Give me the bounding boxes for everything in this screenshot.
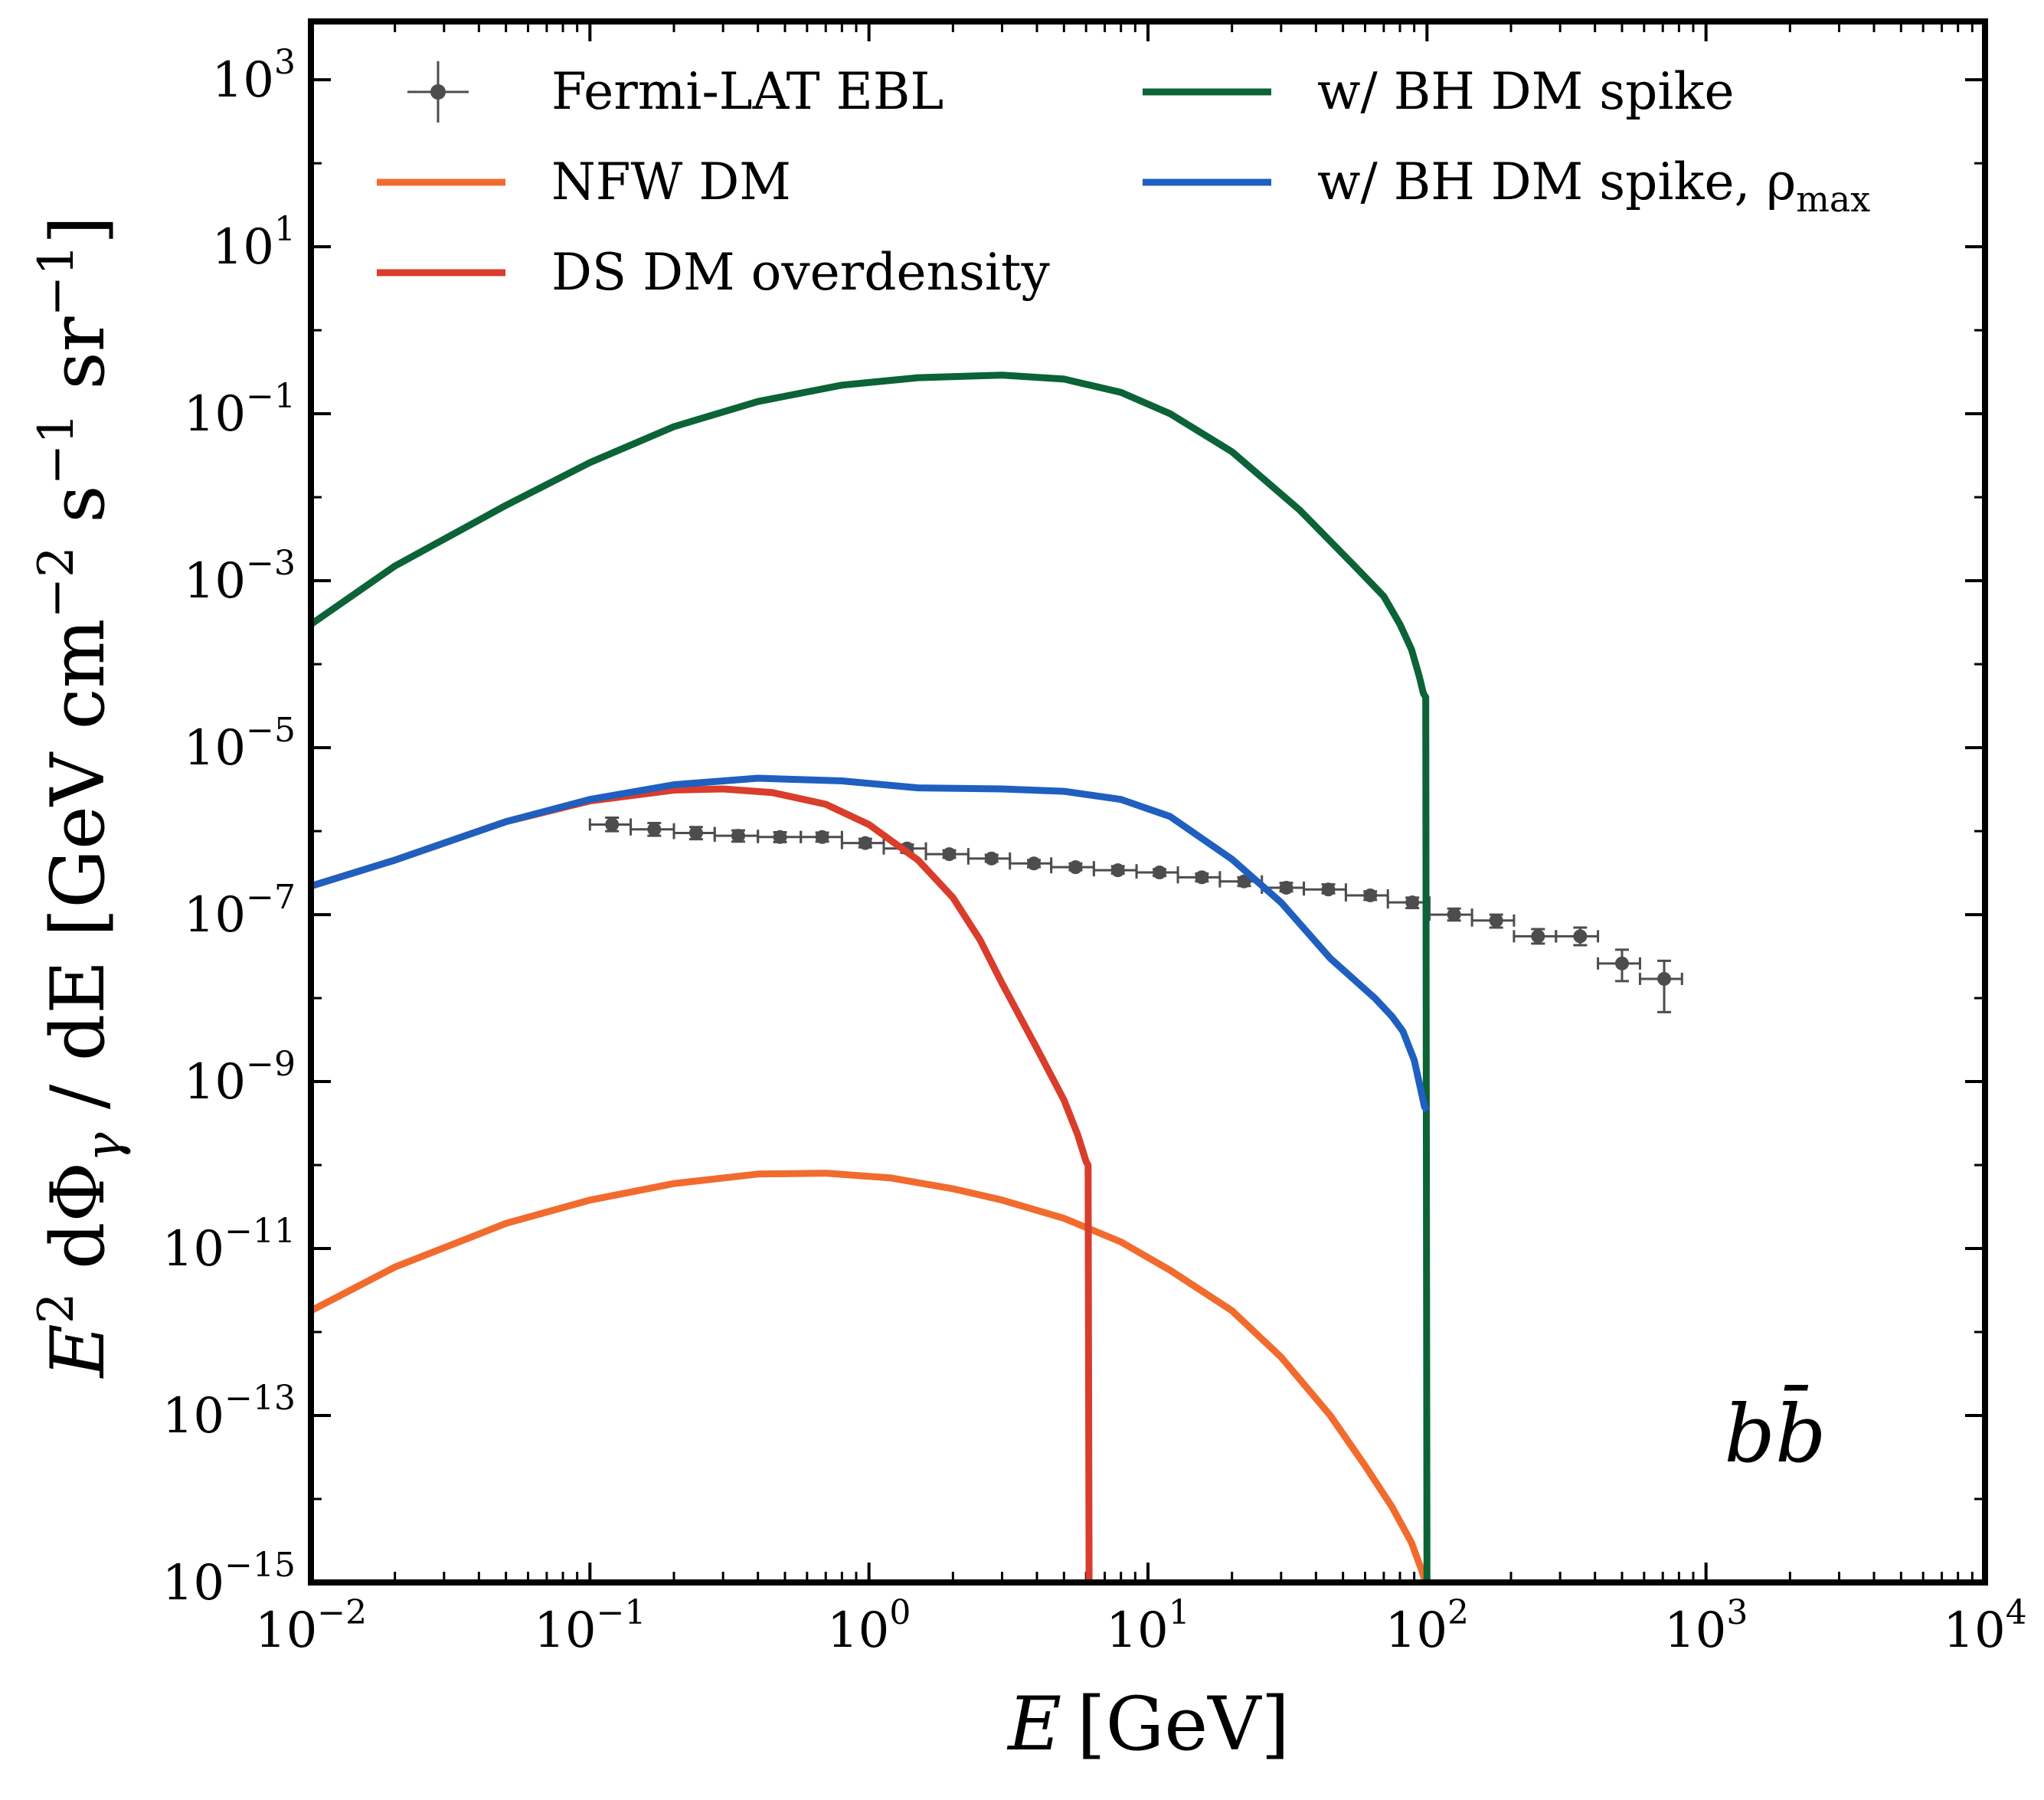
- series-line: [311, 785, 1093, 1582]
- y-tick-label: 10−3: [184, 544, 296, 610]
- legend-item: Fermi-LAT EBL: [407, 61, 944, 123]
- x-tick-label: 103: [1664, 1593, 1748, 1659]
- legend-item: DS DM overdensity: [377, 243, 1051, 302]
- legend-label: DS DM overdensity: [551, 243, 1051, 302]
- x-axis-title: E [GeV]: [1006, 1681, 1290, 1767]
- y-tick-label: 10−13: [162, 1379, 296, 1445]
- data-point: [1363, 888, 1378, 902]
- x-tick-labels: 10−2 10−1 100 101 102 103 104: [255, 1593, 2027, 1659]
- legend: Fermi-LAT EBL NFW DM DS DM overdensity w/ B…: [377, 61, 1870, 302]
- x-axis-symbol: E: [1006, 1681, 1061, 1767]
- legend-item: w/ BH DM spike, ρmax: [1143, 152, 1870, 220]
- x-tick-label: 10−2: [255, 1593, 367, 1659]
- x-axis-unit: [GeV]: [1077, 1681, 1290, 1767]
- data-point: [1531, 929, 1545, 944]
- data-point: [1237, 874, 1251, 889]
- data-point: [1321, 882, 1336, 897]
- data-point: [1657, 971, 1672, 986]
- data-point: [1027, 856, 1042, 871]
- data-point: [942, 847, 957, 862]
- legend-label: w/ BH DM spike: [1317, 62, 1735, 121]
- y-tick-label: 101: [212, 210, 296, 276]
- y-tick-label: 103: [212, 43, 296, 109]
- data-point: [1153, 866, 1167, 880]
- data-point: [1279, 880, 1293, 895]
- x-tick-label: 102: [1385, 1593, 1469, 1659]
- series-line: [311, 774, 1431, 1113]
- legend-label: w/ BH DM spike, ρmax: [1317, 152, 1870, 220]
- data-point: [1489, 913, 1503, 928]
- data-point: [1614, 956, 1629, 970]
- data-point: [1573, 929, 1588, 944]
- x-tick-label: 101: [1106, 1593, 1189, 1659]
- data-point: [1195, 870, 1209, 885]
- data-point: [1110, 863, 1125, 878]
- legend-item: NFW DM: [377, 152, 791, 211]
- legend-label: NFW DM: [551, 152, 791, 211]
- x-tick-label: 100: [827, 1593, 911, 1659]
- data-point: [1068, 860, 1083, 875]
- data-point: [731, 829, 745, 843]
- channel-annotation: bb̄: [1724, 1383, 1826, 1481]
- y-tick-label: 10−1: [184, 377, 296, 443]
- y-tick-labels: 103 101 10−1 10−3 10−5 10−7 10−9 10−11 10−13 10−1…: [162, 43, 296, 1612]
- y-tick-label: 10−9: [184, 1045, 296, 1111]
- series-layer: [311, 371, 1683, 1582]
- data-point: [773, 830, 787, 844]
- data-point: [815, 830, 829, 844]
- y-tick-label: 10−11: [162, 1212, 296, 1278]
- x-tick-label: 104: [1943, 1593, 2026, 1659]
- data-point: [605, 817, 620, 832]
- data-point: [984, 851, 999, 866]
- legend-marker: [430, 84, 446, 100]
- data-point: [1447, 908, 1461, 922]
- series-line: [311, 371, 1431, 1582]
- y-tick-label: 10−7: [184, 878, 296, 944]
- plot-frame: [308, 18, 1988, 1586]
- y-tick-label: 10−5: [184, 711, 296, 777]
- data-point: [647, 822, 662, 836]
- y-axis-title: E2 dΦγ / dE [GeV cm−2 s−1 sr−1]: [28, 216, 132, 1379]
- x-tick-label: 10−1: [534, 1593, 646, 1659]
- legend-label: Fermi-LAT EBL: [551, 62, 944, 121]
- y-tick-label: 10−15: [162, 1546, 296, 1612]
- legend-item: w/ BH DM spike: [1143, 62, 1735, 121]
- data-point: [1405, 895, 1420, 910]
- errorbar-series: [588, 817, 1683, 1013]
- data-point: [688, 826, 703, 840]
- series-line: [311, 1170, 1430, 1582]
- major-ticks: [309, 21, 1987, 1584]
- data-point: [858, 836, 872, 850]
